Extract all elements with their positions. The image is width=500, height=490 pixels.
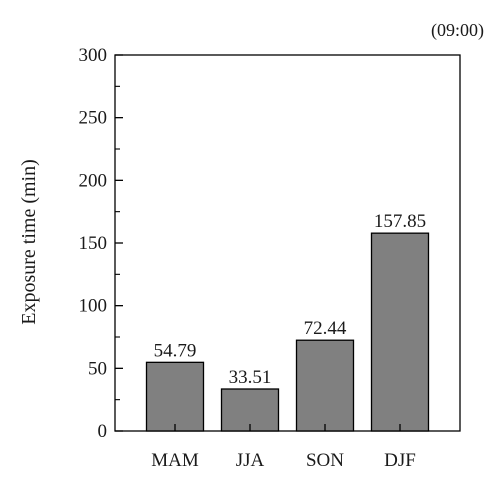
- x-tick-label-djf: DJF: [384, 450, 416, 471]
- y-tick-label: 300: [79, 45, 108, 66]
- y-tick-label: 250: [79, 108, 108, 129]
- bar-mam: [145, 361, 205, 432]
- x-axis-labels: MAM JJA SON DJF: [151, 424, 416, 471]
- y-tick-label: 50: [88, 358, 107, 379]
- bar-son: [295, 339, 355, 432]
- data-label-son: 72.44: [304, 318, 347, 339]
- data-label-djf: 157.85: [374, 211, 426, 232]
- bars: [145, 232, 430, 432]
- y-tick-label: 0: [98, 421, 108, 442]
- y-tick-label: 200: [79, 170, 108, 191]
- y-tick-label: 150: [79, 233, 108, 254]
- x-tick-label-jja: JJA: [236, 450, 265, 471]
- y-axis-title: Exposure time (min): [18, 159, 40, 325]
- data-labels: 54.79 33.51 72.44 157.85: [154, 211, 427, 388]
- data-label-mam: 54.79: [154, 340, 197, 361]
- y-tick-label: 100: [79, 296, 108, 317]
- y-axis: 0 50 100 150 200 250 300: [79, 45, 123, 442]
- chart-title: (09:00): [431, 20, 484, 41]
- bar-djf: [370, 232, 430, 432]
- x-tick-label-son: SON: [306, 450, 344, 471]
- x-tick-label-mam: MAM: [151, 450, 199, 471]
- data-label-jja: 33.51: [229, 367, 272, 388]
